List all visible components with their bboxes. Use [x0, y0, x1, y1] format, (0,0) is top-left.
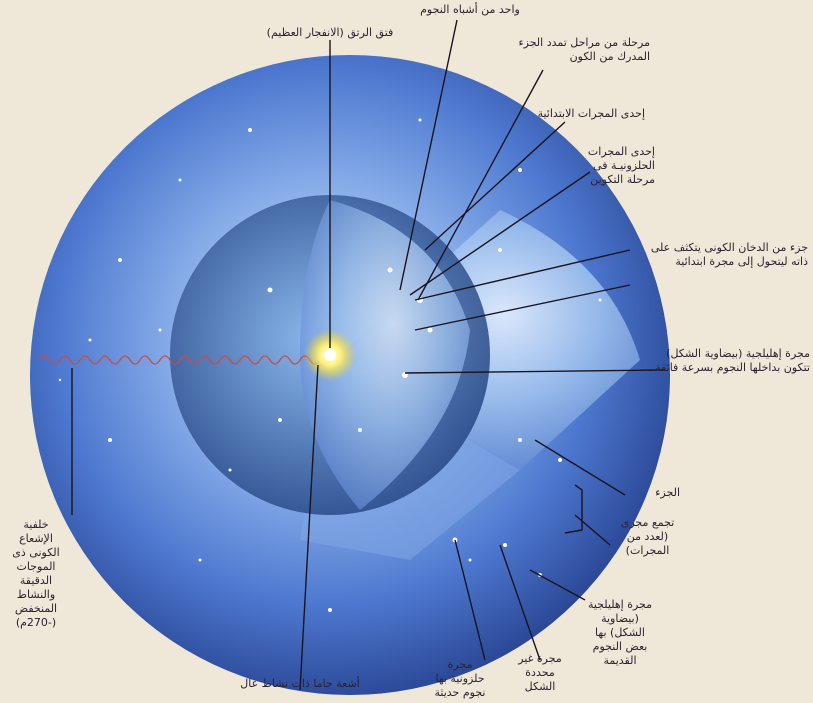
star-field — [58, 118, 602, 612]
label-gamma-rays: أشعة جاما ذات نشاط عال — [240, 677, 360, 690]
leader-lines — [71, 19, 666, 691]
label-spiral-forming: إحدى المجرات الحلزونيـة فى مرحلة التكوين — [587, 145, 655, 186]
label-galaxy-cluster: تجمع مجرى (لعدد من المجرات) — [620, 516, 675, 557]
label-star-like: واحد من أشباه النجوم — [420, 3, 520, 16]
label-elliptical-fast: مجرة إهليلجية (بيضاوية الشكل) تتكون بداخ… — [655, 347, 810, 374]
label-elliptical-old: مجرة إهليلجية (بيضاوية الشكل) بها بعض ال… — [587, 598, 653, 667]
label-smoke-part: جزء من الدخان الكونى يتكثف على ذاته ليتح… — [650, 241, 808, 268]
label-background-radiation: خلفية الإشعاع الكونى ذى الموجات الدقيقة … — [12, 518, 60, 629]
inner-cut — [300, 200, 470, 510]
cutaway-wedge — [340, 210, 640, 470]
label-primitive-galaxy: إحدى المجرات الابتدائية — [537, 107, 645, 120]
label-spiral-young: مجرة حلزونية بها نجوم حديثة — [434, 658, 486, 699]
label-expansion-stage: مرحلة من مراحل تمدد الجزء المدرك من الكو… — [518, 36, 650, 63]
label-big-bang: فتق الرتق (الانفجار العظيم) — [266, 26, 394, 39]
label-irregular-galaxy: مجرة غير محددة الشكل — [518, 652, 562, 693]
background-radiation-wave — [39, 355, 321, 365]
label-part: الجزء — [655, 486, 680, 499]
